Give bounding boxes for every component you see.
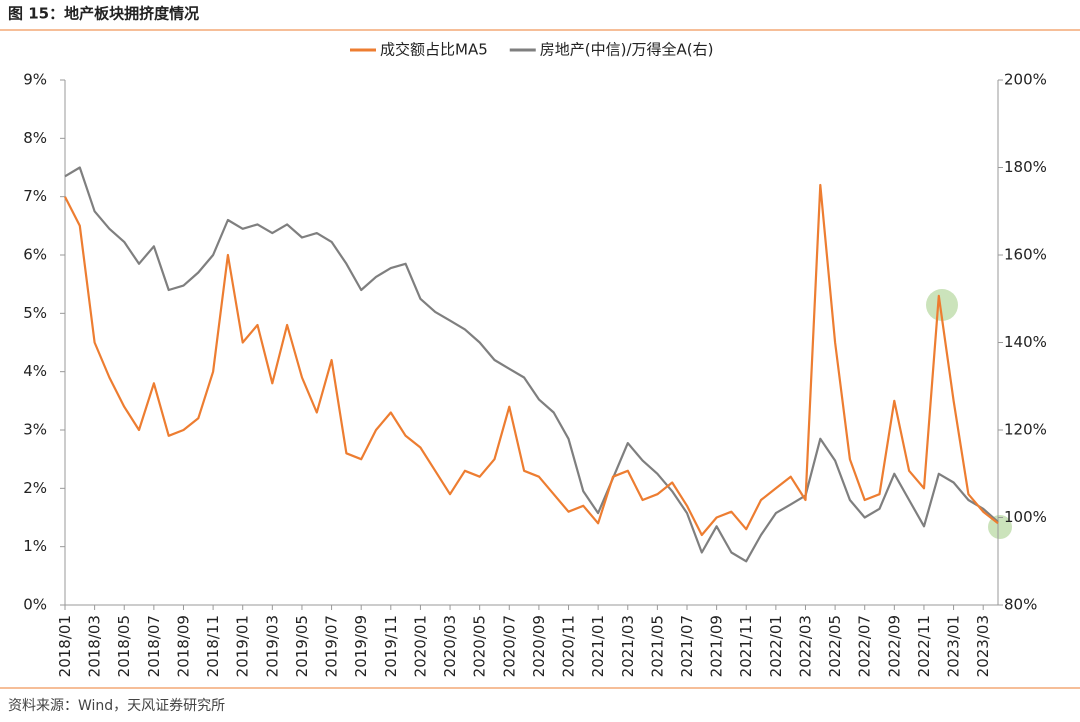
x-tick-label: 2020/07	[500, 615, 518, 677]
x-tick-label: 2018/01	[56, 615, 74, 677]
x-tick-label: 2021/11	[737, 615, 755, 677]
series-line	[64, 166, 999, 563]
x-tick-label: 2020/05	[471, 615, 489, 677]
y-tick-label: 3%	[23, 421, 47, 439]
y2-tick-label: 200%	[1004, 71, 1047, 89]
legend-label: 房地产(中信)/万得全A(右)	[540, 41, 714, 59]
x-tick-label: 2019/11	[382, 615, 400, 677]
x-tick-label: 2018/09	[174, 615, 192, 677]
x-tick-label: 2019/07	[323, 615, 341, 677]
y2-tick-label: 180%	[1004, 158, 1047, 176]
x-tick-label: 2021/05	[648, 615, 666, 677]
y2-tick-label: 100%	[1004, 508, 1047, 526]
x-tick-label: 2022/03	[796, 615, 814, 677]
y2-tick-label: 160%	[1004, 246, 1047, 264]
x-tick-label: 2018/03	[86, 615, 104, 677]
y-tick-label: 5%	[23, 304, 47, 322]
y-tick-label: 8%	[23, 129, 47, 147]
x-tick-label: 2023/03	[974, 615, 992, 677]
x-tick-label: 2020/03	[441, 615, 459, 677]
y-tick-label: 9%	[23, 71, 47, 89]
y2-tick-label: 120%	[1004, 421, 1047, 439]
x-tick-label: 2020/11	[560, 615, 578, 677]
y-tick-label: 2%	[23, 479, 47, 497]
y-tick-label: 0%	[23, 596, 47, 614]
x-tick-label: 2019/05	[293, 615, 311, 677]
x-tick-label: 2021/07	[678, 615, 696, 677]
y2-tick-label: 140%	[1004, 333, 1047, 351]
y-tick-label: 1%	[23, 537, 47, 555]
y-tick-label: 4%	[23, 362, 47, 380]
x-tick-label: 2022/01	[767, 615, 785, 677]
x-tick-label: 2020/01	[411, 615, 429, 677]
x-tick-label: 2018/07	[145, 615, 163, 677]
y-tick-label: 6%	[23, 246, 47, 264]
x-tick-label: 2019/01	[234, 615, 252, 677]
legend-label: 成交额占比MA5	[380, 41, 488, 59]
x-tick-label: 2021/03	[619, 615, 637, 677]
y-tick-label: 7%	[23, 187, 47, 205]
x-tick-label: 2023/01	[945, 615, 963, 677]
x-tick-label: 2021/09	[708, 615, 726, 677]
x-tick-label: 2022/05	[826, 615, 844, 677]
x-tick-label: 2021/01	[589, 615, 607, 677]
x-tick-label: 2019/09	[352, 615, 370, 677]
highlight-circle	[926, 289, 958, 321]
x-tick-label: 2022/11	[915, 615, 933, 677]
chart-title: 图 15：地产板块拥挤度情况	[8, 5, 199, 23]
x-tick-label: 2018/05	[115, 615, 133, 677]
x-tick-label: 2020/09	[530, 615, 548, 677]
y2-tick-label: 80%	[1004, 596, 1037, 614]
series-line	[64, 183, 999, 537]
x-tick-label: 2019/03	[263, 615, 281, 677]
x-tick-label: 2022/07	[856, 615, 874, 677]
source-note: 资料来源：Wind，天风证券研究所	[8, 698, 225, 714]
x-tick-label: 2022/09	[885, 615, 903, 677]
x-tick-label: 2018/11	[204, 615, 222, 677]
